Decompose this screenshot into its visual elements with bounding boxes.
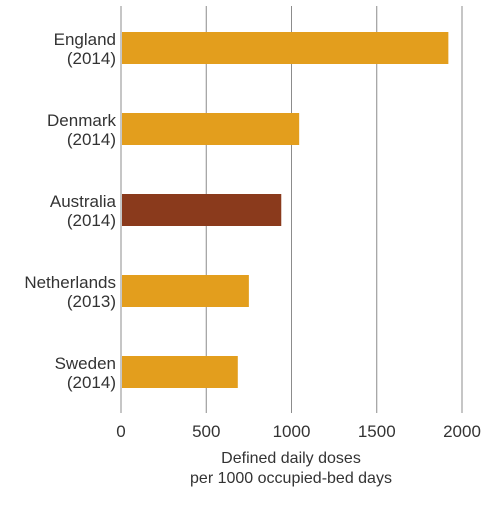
category-label: England bbox=[54, 30, 116, 49]
category-label-year: (2014) bbox=[67, 130, 116, 149]
bar bbox=[122, 275, 249, 307]
x-tick-label: 1000 bbox=[273, 422, 311, 441]
gridlines bbox=[120, 6, 463, 413]
x-axis-title-line2: per 1000 occupied-bed days bbox=[190, 470, 392, 487]
x-tick-label: 2000 bbox=[443, 422, 481, 441]
bar bbox=[122, 113, 300, 145]
category-label: Sweden bbox=[55, 354, 116, 373]
category-label-year: (2013) bbox=[67, 292, 116, 311]
x-axis-title-line1: Defined daily doses bbox=[221, 450, 361, 467]
x-tick-label: 1500 bbox=[358, 422, 396, 441]
bar bbox=[122, 194, 282, 226]
category-label-year: (2014) bbox=[67, 373, 116, 392]
category-label-year: (2014) bbox=[67, 211, 116, 230]
x-tick-label: 500 bbox=[192, 422, 220, 441]
x-tick-labels: 0 500 1000 1500 2000 bbox=[116, 422, 481, 441]
category-label: Denmark bbox=[47, 111, 116, 130]
category-labels: England(2014)Denmark(2014)Australia(2014… bbox=[24, 30, 116, 392]
category-label: Australia bbox=[50, 192, 117, 211]
bar bbox=[122, 356, 238, 388]
category-label: Netherlands bbox=[24, 273, 116, 292]
bars bbox=[122, 32, 449, 388]
category-label-year: (2014) bbox=[67, 49, 116, 68]
bar bbox=[122, 32, 449, 64]
x-tick-label: 0 bbox=[116, 422, 125, 441]
